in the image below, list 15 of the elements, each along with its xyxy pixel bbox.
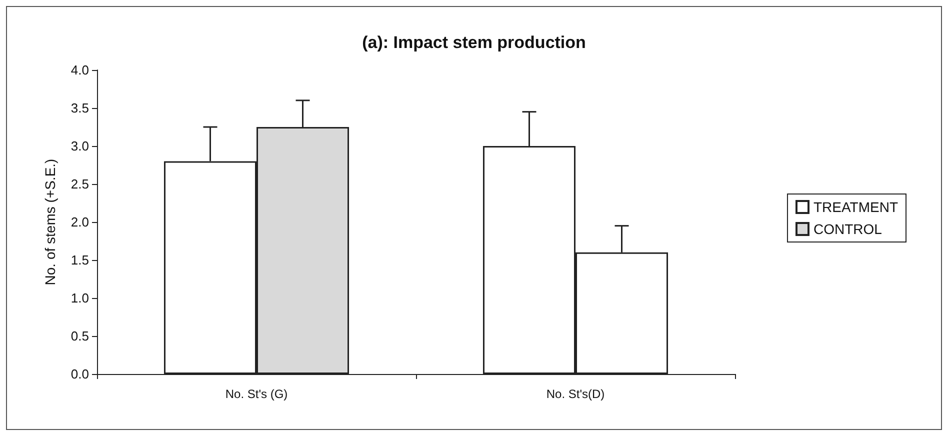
x-tick-label: No. St's (G) (225, 387, 288, 401)
y-axis-title: No. of stems (+S.E.) (42, 158, 58, 286)
y-tick-label: 1.0 (70, 290, 89, 306)
y-tick-label: 1.5 (70, 252, 89, 268)
y-tick-label: 3.5 (70, 100, 89, 116)
y-tick-label: 0.5 (70, 328, 89, 344)
legend-label: TREATMENT (813, 199, 898, 215)
y-tick-label: 2.0 (70, 214, 89, 230)
legend-label: CONTROL (813, 221, 882, 237)
chart-title: (a): Impact stem production (362, 33, 586, 52)
y-tick-label: 0.0 (70, 366, 89, 382)
y-tick-label: 2.5 (70, 176, 89, 192)
y-tick-label: 4.0 (70, 62, 89, 78)
y-tick-label: 3.0 (70, 138, 89, 154)
x-tick-label: No. St's(D) (546, 387, 605, 401)
